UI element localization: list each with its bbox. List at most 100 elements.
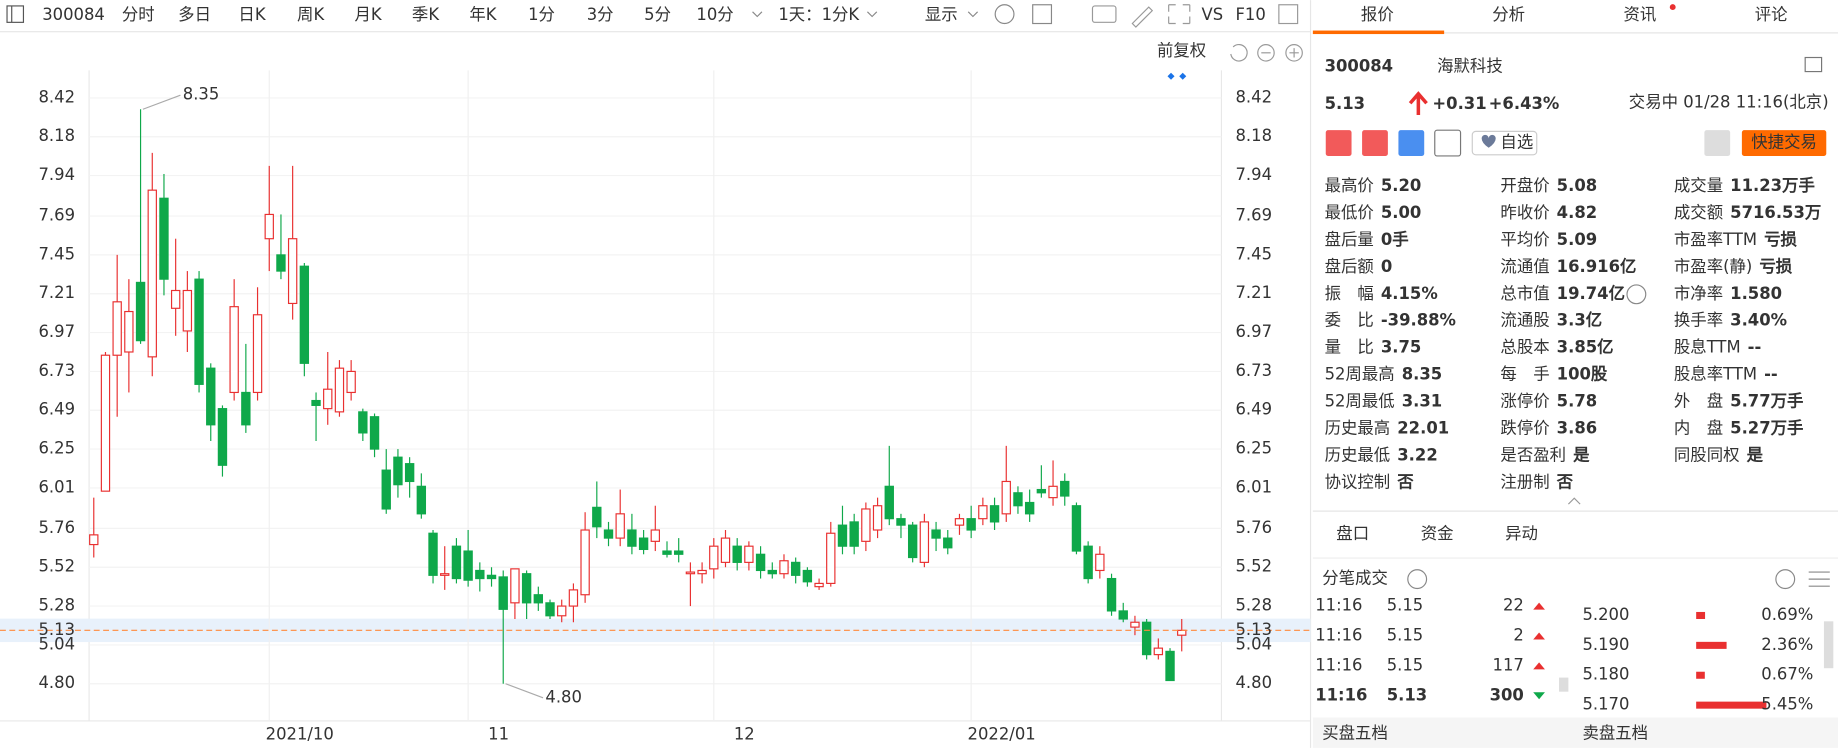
field-value: 8.35 [1402,365,1442,384]
book-pct: 0.67% [1761,665,1813,684]
undo-icon[interactable] [1230,44,1248,62]
candle-body [1024,501,1035,515]
quote-change: +0.31 [1432,94,1486,113]
field-label: 市盈率TTM [1674,230,1757,249]
quote-name: 海默科技 [1437,56,1503,75]
sub-tab[interactable]: 资金 [1421,524,1454,543]
candle-body [276,254,286,272]
period-tab[interactable]: 3分 [587,5,614,24]
candle-body [966,518,976,531]
book-bar [1696,611,1706,619]
field-label: 历史最高 [1325,419,1391,438]
dropdown-arrow [967,11,979,18]
trade-volume: 22 [1503,596,1524,615]
candle-body [592,506,602,528]
tag-icon [1398,130,1425,156]
field-label: 最高价 [1325,176,1374,195]
field-label: 总股本 [1500,338,1549,357]
display-select[interactable]: 显示 [925,5,958,24]
field-label: 总市值 [1500,284,1549,303]
candle-body [674,550,684,555]
sidebar-icon [1278,4,1299,25]
list-icon[interactable] [1808,571,1830,587]
field-value: 亏损 [1759,257,1792,276]
info-icon[interactable] [1407,569,1428,590]
period-tab[interactable]: 10分 [696,5,733,24]
candle-body [1083,545,1093,580]
candle-body [638,537,649,551]
range-select[interactable]: 1天：1分K [778,5,860,24]
candle-body [381,469,391,510]
candle-body [1165,650,1175,682]
book-price: 5.180 [1582,665,1629,684]
adjust-button[interactable]: 前复权 [1157,41,1206,60]
period-tab[interactable]: 分时 [122,5,155,24]
trade-time: 11:16 [1315,596,1362,615]
zoom-in-icon[interactable] [1285,44,1303,62]
watch-label: 自选 [1500,133,1533,152]
period-tab[interactable]: 日K [238,5,266,24]
field-value: -39.88% [1381,311,1456,330]
low-annotation: 4.80 [545,687,582,706]
expand-icon [1168,4,1191,25]
trade-time: 11:16 [1315,685,1367,704]
candle-body [557,605,567,617]
candle-body [1095,553,1105,572]
trade-button[interactable] [1741,130,1827,156]
candle-body [428,532,438,576]
y-tick-label: 7.21 [38,283,75,302]
y-tick-label: 6.01 [38,477,75,496]
field-value: 5.78 [1557,392,1597,411]
field-label: 每 手 [1500,365,1549,384]
more-dots [1626,284,1647,305]
y-tick-label-right: 6.49 [1235,400,1272,419]
period-tab[interactable]: 5分 [644,5,671,24]
field-label: 内 盘 [1674,419,1723,438]
period-tab[interactable]: 多日 [178,5,211,24]
candle-body [323,388,333,410]
candle-body [1013,492,1023,507]
panel-tab[interactable]: 评论 [1755,5,1788,24]
candle-body [872,505,883,531]
sub-tab[interactable]: 盘口 [1336,524,1369,543]
collapse-icon[interactable] [1567,497,1581,505]
field-label: 是否盈利 [1500,446,1566,465]
field-value: 0手 [1381,230,1409,249]
field-value: 5.20 [1381,176,1421,195]
candle-body [814,582,824,588]
candle-body [100,354,111,492]
period-tab[interactable]: 周K [297,5,325,24]
period-tab[interactable]: 年K [469,5,497,24]
y-tick-label-right: 8.42 [1235,87,1272,106]
zoom-out-icon[interactable] [1257,44,1275,62]
panel-icon[interactable] [1804,56,1823,73]
field-value: 5.00 [1381,203,1421,222]
bell-button[interactable] [1704,130,1731,156]
field-label: 股息TTM [1674,338,1741,357]
field-value: 否 [1396,473,1414,492]
period-tab[interactable]: 月K [354,5,382,24]
candle-body [720,537,731,563]
panel-tab[interactable]: 报价 [1361,5,1394,24]
candle-body [346,370,356,394]
menu-icon[interactable] [6,5,25,23]
panel-tab[interactable]: 资讯 [1623,5,1656,24]
more-icon[interactable] [1775,569,1796,590]
zoom-in-line [1289,48,1299,58]
period-tab[interactable]: 1分 [528,5,555,24]
field-label: 成交额 [1674,203,1723,222]
panel-tab[interactable]: 分析 [1492,5,1525,24]
book-bar [1696,641,1727,649]
candle-body [755,553,766,572]
candle-body [896,518,906,526]
candle-body [416,485,427,515]
book-pct: 0.69% [1761,605,1813,624]
y-tick-label-right: 7.69 [1235,206,1272,225]
sub-tab[interactable]: 异动 [1505,524,1538,543]
period-tab[interactable]: 季K [412,5,440,24]
field-label: 昨收价 [1500,203,1549,222]
y-tick-label-right: 6.01 [1235,477,1272,496]
trade-price: 5.13 [1387,685,1427,704]
candle-body [241,391,251,426]
y-tick-label: 5.04 [38,634,75,653]
